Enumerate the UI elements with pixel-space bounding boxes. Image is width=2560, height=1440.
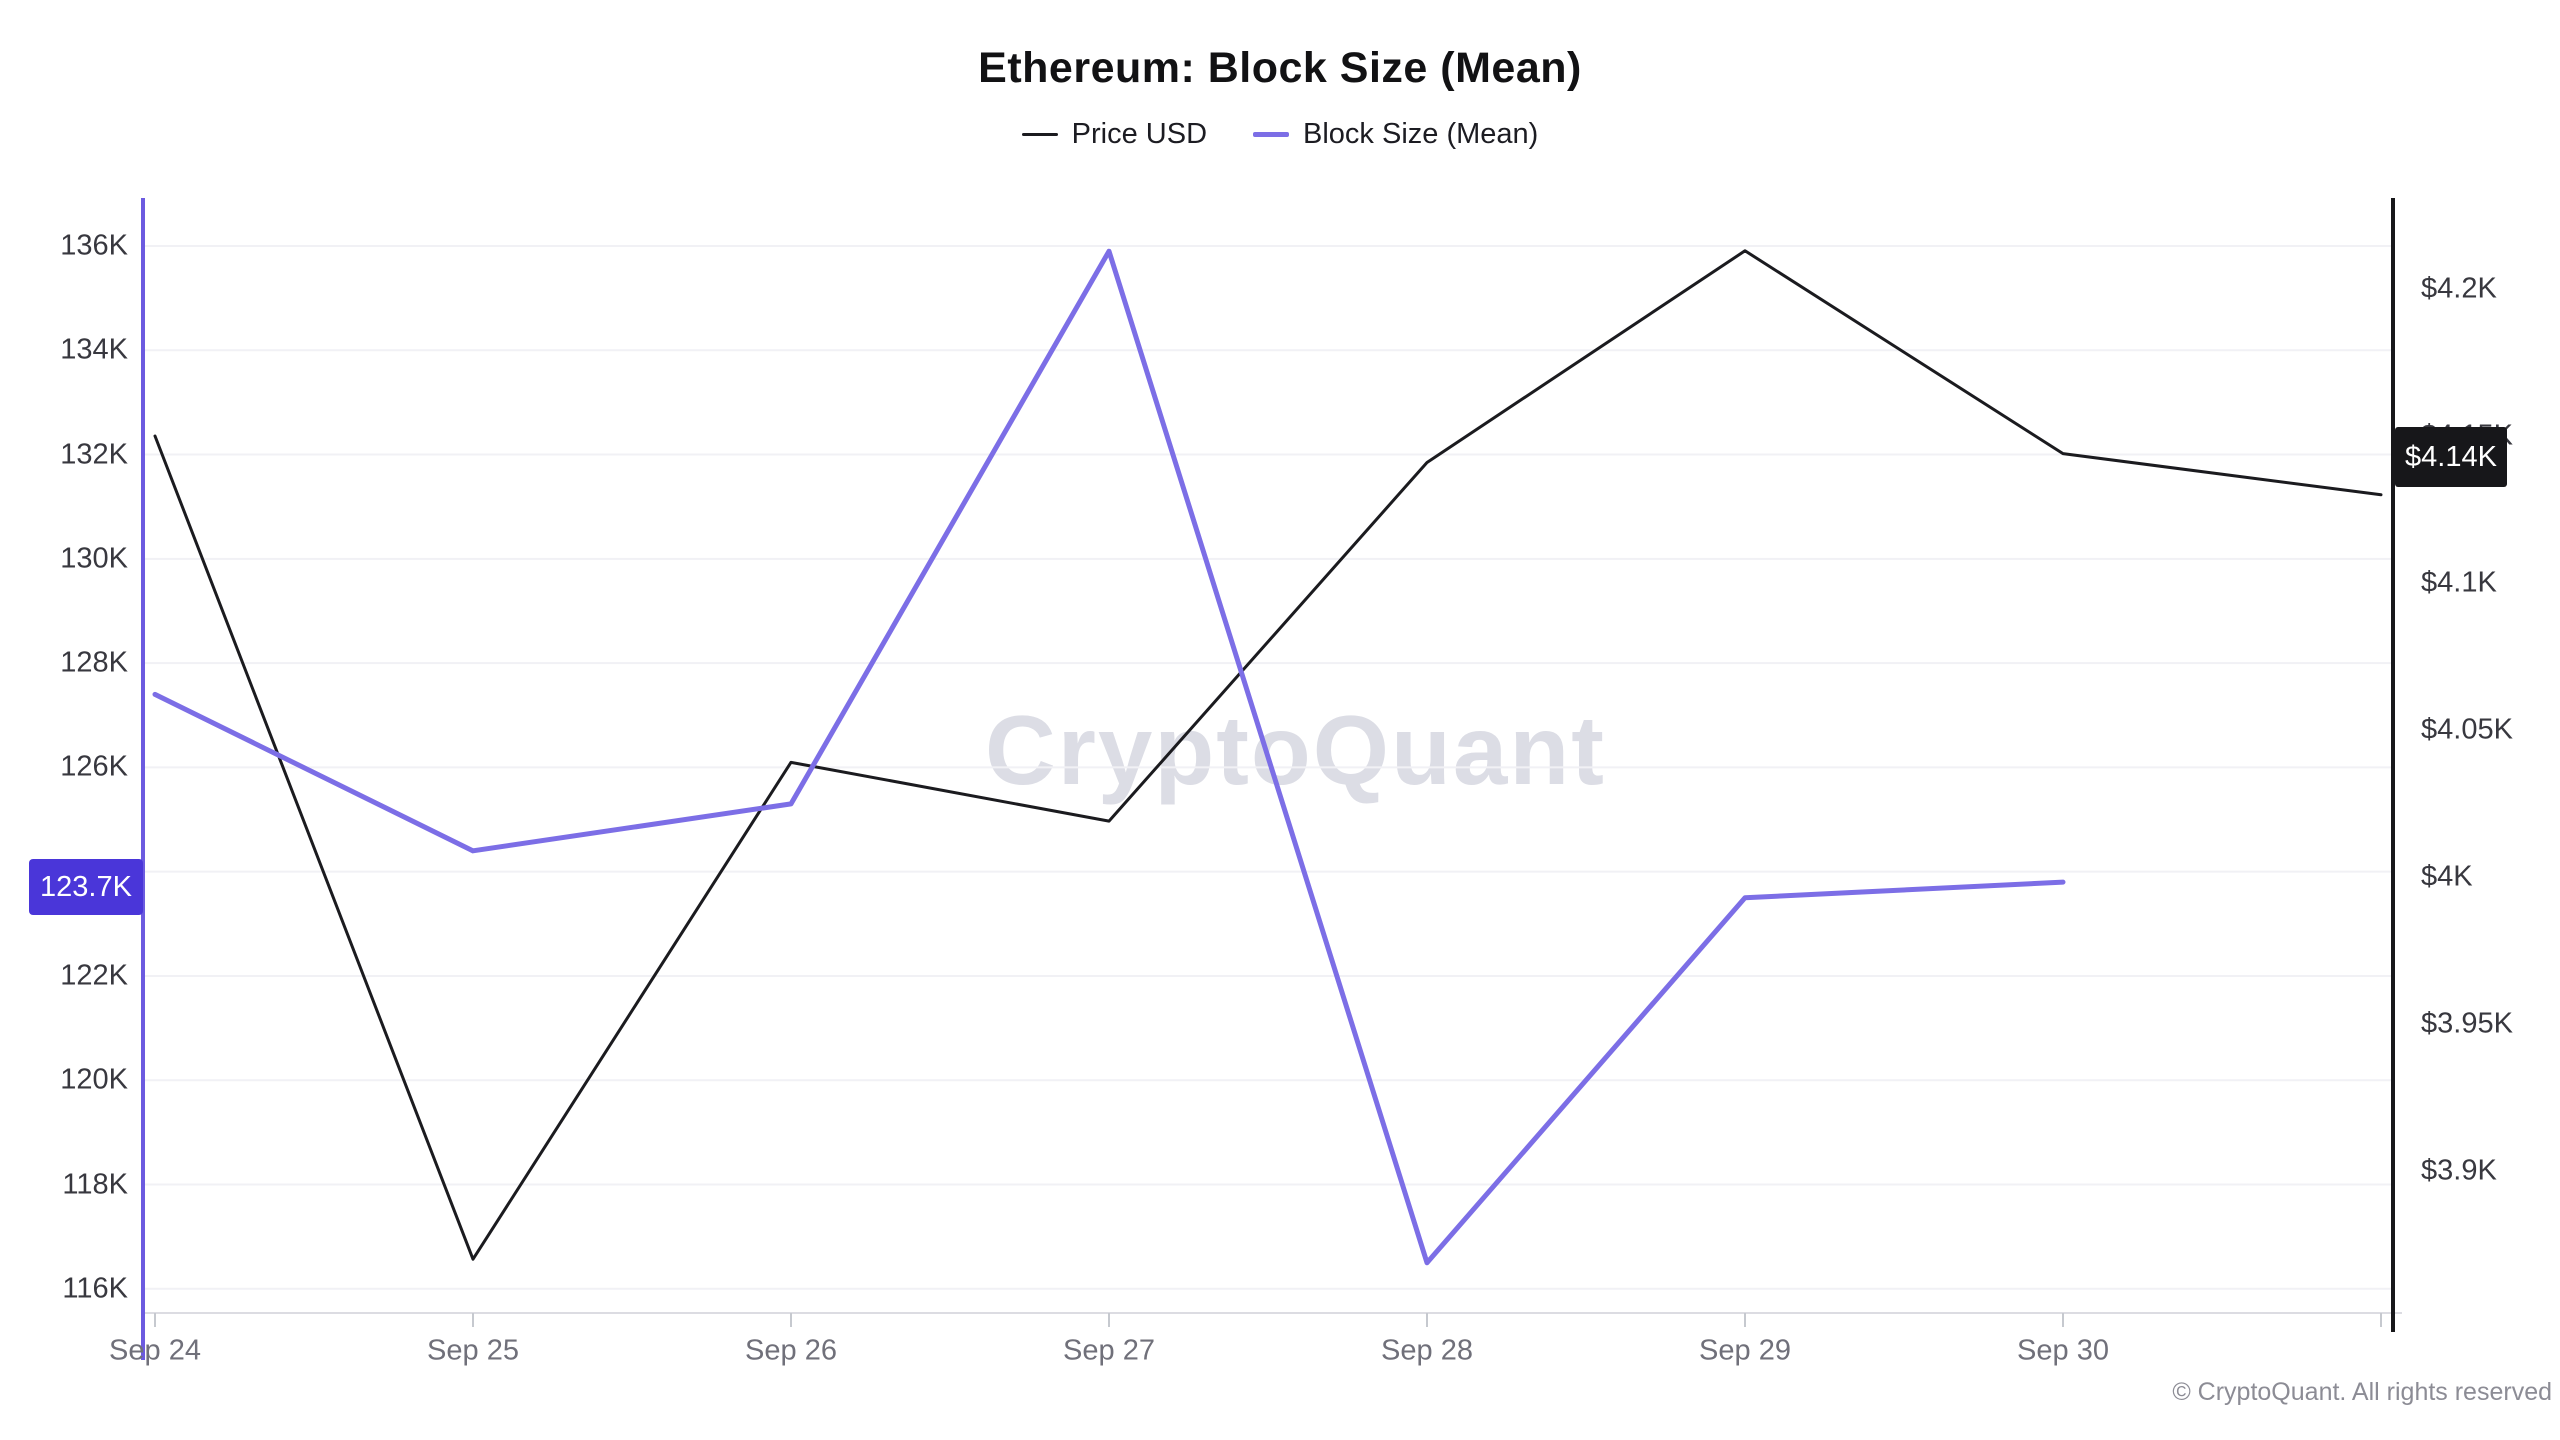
left-axis-tick-label: 126K — [60, 750, 128, 783]
left-axis-tick-label: 136K — [60, 229, 128, 262]
price-current-value-badge: $4.14K — [2395, 427, 2507, 488]
left-axis-tick-label: 134K — [60, 333, 128, 366]
price-line-marker-icon — [1021, 133, 1058, 136]
left-axis-tick-label: 130K — [60, 542, 128, 575]
right-axis-tick-label: $4K — [2421, 860, 2473, 893]
copyright-text: © CryptoQuant. All rights reserved — [2172, 1378, 2552, 1406]
price-line[interactable] — [153, 249, 2383, 1261]
x-axis-label: Sep 28 — [1381, 1334, 1473, 1367]
left-axis-tick-label: 118K — [62, 1168, 128, 1201]
right-axis-tick-label: $3.9K — [2421, 1154, 2497, 1187]
left-axis-tick-label: 132K — [60, 438, 128, 471]
x-axis-label: Sep 27 — [1063, 1334, 1155, 1367]
legend-item-price-usd[interactable]: Price USD — [1021, 118, 1208, 151]
chart-title: Ethereum: Block Size (Mean) — [978, 44, 1582, 92]
left-axis-tick-label: 120K — [60, 1063, 128, 1096]
cryptoquant-watermark: CryptoQuant — [985, 695, 1606, 805]
right-axis-tick-label: $4.1K — [2421, 566, 2497, 599]
right-axis-tick-label: $4.05K — [2421, 713, 2513, 746]
chart-legend: Price USD Block Size (Mean) — [0, 118, 2560, 151]
x-axis-label: Sep 30 — [2017, 1334, 2109, 1367]
left-axis-tick-label: 122K — [60, 959, 128, 992]
block-size-current-value-badge: 123.7K — [29, 859, 143, 916]
legend-label-block-size: Block Size (Mean) — [1303, 118, 1539, 150]
x-axis-label: Sep 29 — [1699, 1334, 1791, 1367]
x-axis-label: Sep 26 — [745, 1334, 837, 1367]
block-size-line-marker-icon — [1253, 132, 1290, 137]
x-axis-label: Sep 25 — [427, 1334, 519, 1367]
left-axis-tick-label: 128K — [60, 646, 128, 679]
right-axis-tick-label: $4.2K — [2421, 272, 2497, 305]
block-size-line[interactable] — [152, 248, 2066, 1266]
x-axis-label: Sep 24 — [109, 1334, 201, 1367]
legend-item-block-size[interactable]: Block Size (Mean) — [1253, 118, 1538, 151]
legend-label-price-usd: Price USD — [1071, 118, 1208, 150]
left-axis-tick-label: 116K — [62, 1272, 128, 1305]
right-axis-tick-label: $3.95K — [2421, 1007, 2513, 1040]
